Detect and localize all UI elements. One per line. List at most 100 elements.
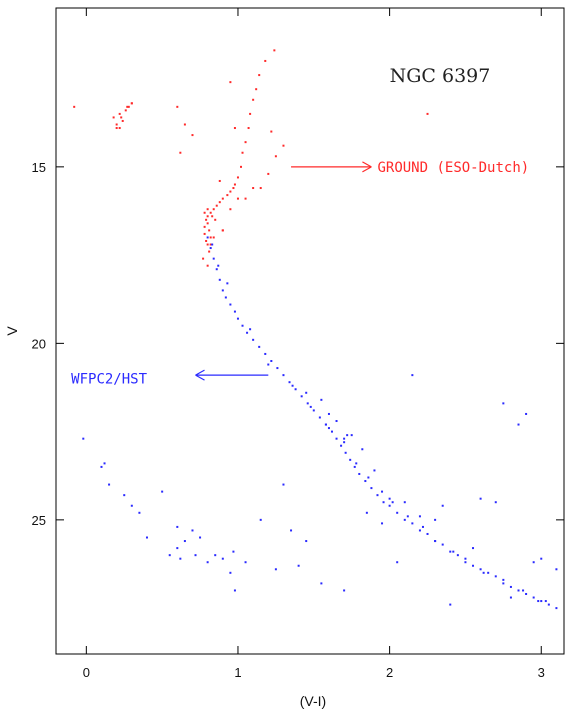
data-point bbox=[82, 437, 85, 440]
data-point bbox=[327, 427, 330, 430]
data-point bbox=[358, 472, 361, 475]
data-point bbox=[130, 504, 133, 507]
data-point bbox=[259, 187, 262, 190]
data-point bbox=[229, 571, 232, 574]
data-point bbox=[229, 190, 232, 193]
data-point bbox=[517, 589, 520, 592]
data-point bbox=[221, 557, 224, 560]
data-point bbox=[274, 155, 277, 158]
data-point bbox=[282, 483, 285, 486]
data-point bbox=[382, 501, 385, 504]
data-point bbox=[206, 561, 209, 564]
data-point bbox=[364, 480, 367, 483]
data-point bbox=[224, 296, 227, 299]
data-point bbox=[179, 557, 182, 560]
data-point bbox=[259, 518, 262, 521]
data-point bbox=[464, 557, 467, 560]
data-point bbox=[217, 264, 220, 267]
data-point bbox=[456, 554, 459, 557]
data-point bbox=[540, 557, 543, 560]
data-point bbox=[244, 141, 247, 144]
x-axis-label: (V-I) bbox=[300, 693, 326, 709]
data-point bbox=[249, 328, 252, 331]
data-point bbox=[118, 112, 121, 115]
data-point bbox=[211, 243, 214, 246]
data-point bbox=[381, 522, 384, 525]
data-point bbox=[115, 123, 118, 126]
data-point bbox=[300, 395, 303, 398]
data-point bbox=[252, 338, 255, 341]
data-point bbox=[244, 197, 247, 200]
data-point bbox=[176, 105, 179, 108]
data-point bbox=[221, 289, 224, 292]
data-point bbox=[161, 490, 164, 493]
data-point bbox=[449, 550, 452, 553]
data-point bbox=[215, 268, 218, 271]
data-point bbox=[396, 511, 399, 514]
data-point bbox=[233, 127, 236, 130]
data-point bbox=[320, 398, 323, 401]
data-point bbox=[214, 554, 217, 557]
data-point bbox=[327, 412, 330, 415]
data-point bbox=[206, 215, 209, 218]
data-point bbox=[244, 561, 247, 564]
data-point bbox=[274, 568, 277, 571]
data-point bbox=[525, 412, 528, 415]
data-point bbox=[291, 384, 294, 387]
data-point bbox=[555, 568, 558, 571]
data-point bbox=[121, 119, 124, 122]
data-point bbox=[426, 532, 429, 535]
data-point bbox=[305, 391, 308, 394]
data-point bbox=[305, 540, 308, 543]
annotation-label: WFPC2/HST bbox=[71, 372, 147, 388]
data-point bbox=[282, 144, 285, 147]
data-point bbox=[258, 345, 261, 348]
data-point bbox=[340, 444, 343, 447]
data-point bbox=[418, 529, 421, 532]
data-point bbox=[537, 600, 540, 603]
data-point bbox=[464, 561, 467, 564]
data-point bbox=[318, 416, 321, 419]
data-point bbox=[145, 536, 148, 539]
data-point bbox=[517, 423, 520, 426]
data-point bbox=[209, 243, 212, 246]
data-point bbox=[100, 465, 103, 468]
data-points bbox=[73, 49, 558, 610]
data-point bbox=[297, 564, 300, 567]
data-point bbox=[547, 603, 550, 606]
data-point bbox=[194, 554, 197, 557]
data-point bbox=[361, 448, 364, 451]
data-point bbox=[273, 49, 276, 52]
data-point bbox=[472, 547, 475, 550]
data-point bbox=[183, 540, 186, 543]
data-point bbox=[229, 81, 232, 84]
data-point bbox=[406, 515, 409, 518]
data-point bbox=[479, 568, 482, 571]
data-point bbox=[509, 585, 512, 588]
data-point bbox=[202, 257, 205, 260]
data-point bbox=[441, 543, 444, 546]
data-point bbox=[212, 236, 215, 239]
data-point bbox=[349, 458, 352, 461]
data-point bbox=[276, 367, 279, 370]
data-point bbox=[130, 102, 133, 105]
data-point bbox=[282, 374, 285, 377]
data-point bbox=[203, 225, 206, 228]
data-point bbox=[236, 317, 239, 320]
data-point bbox=[522, 589, 525, 592]
data-point bbox=[229, 208, 232, 211]
series-0 bbox=[73, 49, 429, 267]
data-point bbox=[118, 127, 121, 130]
data-point bbox=[226, 194, 229, 197]
data-point bbox=[258, 74, 261, 77]
data-point bbox=[232, 550, 235, 553]
data-point bbox=[211, 215, 214, 218]
y-axis-label: V bbox=[4, 326, 20, 336]
data-point bbox=[540, 600, 543, 603]
data-point bbox=[532, 561, 535, 564]
plot-frame bbox=[55, 7, 565, 655]
data-point bbox=[209, 211, 212, 214]
data-point bbox=[411, 522, 414, 525]
data-point bbox=[365, 511, 368, 514]
